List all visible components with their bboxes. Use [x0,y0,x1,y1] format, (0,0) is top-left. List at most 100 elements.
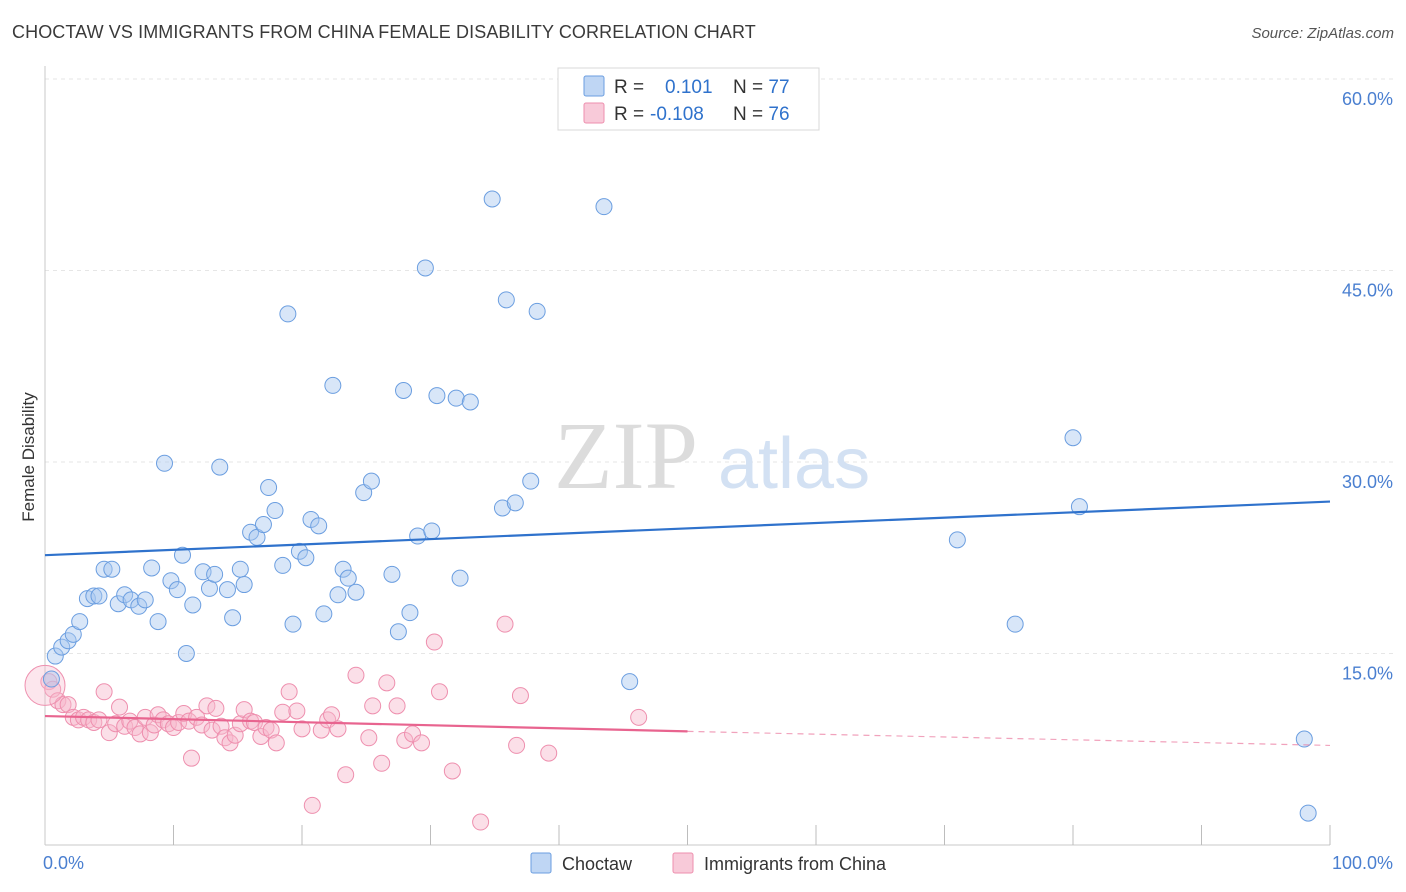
choctaw-point [168,581,186,599]
china-point [111,698,129,716]
watermark: ZIP atlas [554,402,870,509]
grid-lines [45,78,1393,654]
legend-n-label-choctaw: N = [733,77,768,98]
choctaw-point [362,472,380,490]
watermark-atlas-text: atlas [718,424,870,504]
choctaw-points [42,190,1317,822]
legend-r-label-choctaw: R = [614,77,649,98]
china-point [40,673,58,691]
china-point [511,687,529,705]
china-point [508,736,526,754]
x-tick-label-max: 100.0% [1332,853,1393,873]
x-tick-label-min: 0.0% [43,853,84,873]
choctaw-point [528,302,546,320]
choctaw-point [948,531,966,549]
choctaw-point [149,613,167,631]
china-point [257,719,275,737]
choctaw-point [290,542,308,560]
choctaw-point [71,613,89,631]
legend-china-stats: R = -0.108 N = 76 [614,104,790,125]
choctaw-point [231,560,249,578]
china-point [337,766,355,784]
choctaw-point [315,605,333,623]
china-point [347,666,365,684]
choctaw-point [206,565,224,583]
choctaw-point [506,494,524,512]
china-point [141,724,159,742]
china-point [443,762,461,780]
choctaw-point [274,556,292,574]
china-point [430,683,448,701]
choctaw-point [383,565,401,583]
choctaw-point [279,305,297,323]
choctaw-point [1299,804,1317,822]
choctaw-point [329,586,347,604]
choctaw-point [389,623,407,641]
china-point [293,720,311,738]
choctaw-point [143,559,161,577]
choctaw-point [177,645,195,662]
china-points [24,615,648,831]
china-trend-line [44,714,688,733]
series-legend: Choctaw Immigrants from China [530,852,887,874]
choctaw-point [339,569,357,587]
choctaw-point [224,609,242,627]
legend-r-value-china: -0.108 [650,104,704,125]
choctaw-point [130,597,148,615]
choctaw-point [156,454,174,472]
choctaw-point [416,259,434,277]
legend-n-value-china: 76 [768,104,789,125]
choctaw-point [42,670,60,688]
choctaw-point [347,583,365,601]
legend-n-label-china: N = [733,104,768,125]
y-axis-label: Female Disability [19,392,38,522]
choctaw-point [423,522,441,540]
y-tick-label: 45.0% [1342,281,1393,301]
china-point [303,796,321,814]
choctaw-point [218,581,236,599]
choctaw-point [162,572,180,590]
bottom-legend-choctaw: Choctaw [562,854,633,874]
china-point [59,696,77,714]
choctaw-point [522,472,540,490]
choctaw-point [428,387,446,405]
choctaw-point [310,517,328,535]
china-point [378,674,396,692]
china-point [80,711,98,729]
china-point [267,734,285,752]
china-point [274,703,292,721]
choctaw-point [493,499,511,517]
bottom-legend-china: Immigrants from China [704,854,887,874]
legend-choctaw-stats: R = 0.101 N = 77 [614,77,790,98]
axes [44,66,1331,846]
china-point [100,724,118,742]
china-point [180,712,198,730]
china-point [193,716,211,734]
china-point [182,749,200,767]
china-point [288,702,306,720]
china-point [95,683,113,701]
choctaw-point [1006,615,1024,633]
china-point [203,721,221,739]
choctaw-point [297,549,315,567]
choctaw-point [409,527,427,545]
choctaw-point [103,560,121,578]
choctaw-point [451,569,469,587]
china-point [252,727,270,745]
china-point [413,734,431,752]
choctaw-point [334,560,352,578]
legend-swatch-china [583,102,605,124]
x-tick-labels: 0.0% 100.0% [43,853,1393,873]
china-point [364,697,382,715]
choctaw-point [447,389,465,407]
china-point [373,754,391,772]
china-point [404,725,422,743]
legend-n-value-choctaw: 77 [768,77,789,98]
choctaw-point [395,382,413,400]
choctaw-point [284,615,302,633]
choctaw-point [1064,429,1082,447]
y-tick-labels: 15.0% 30.0% 45.0% 60.0% [1342,89,1393,684]
bottom-legend-swatch-china [672,852,694,874]
choctaw-point [461,393,479,411]
china-point [90,711,108,729]
